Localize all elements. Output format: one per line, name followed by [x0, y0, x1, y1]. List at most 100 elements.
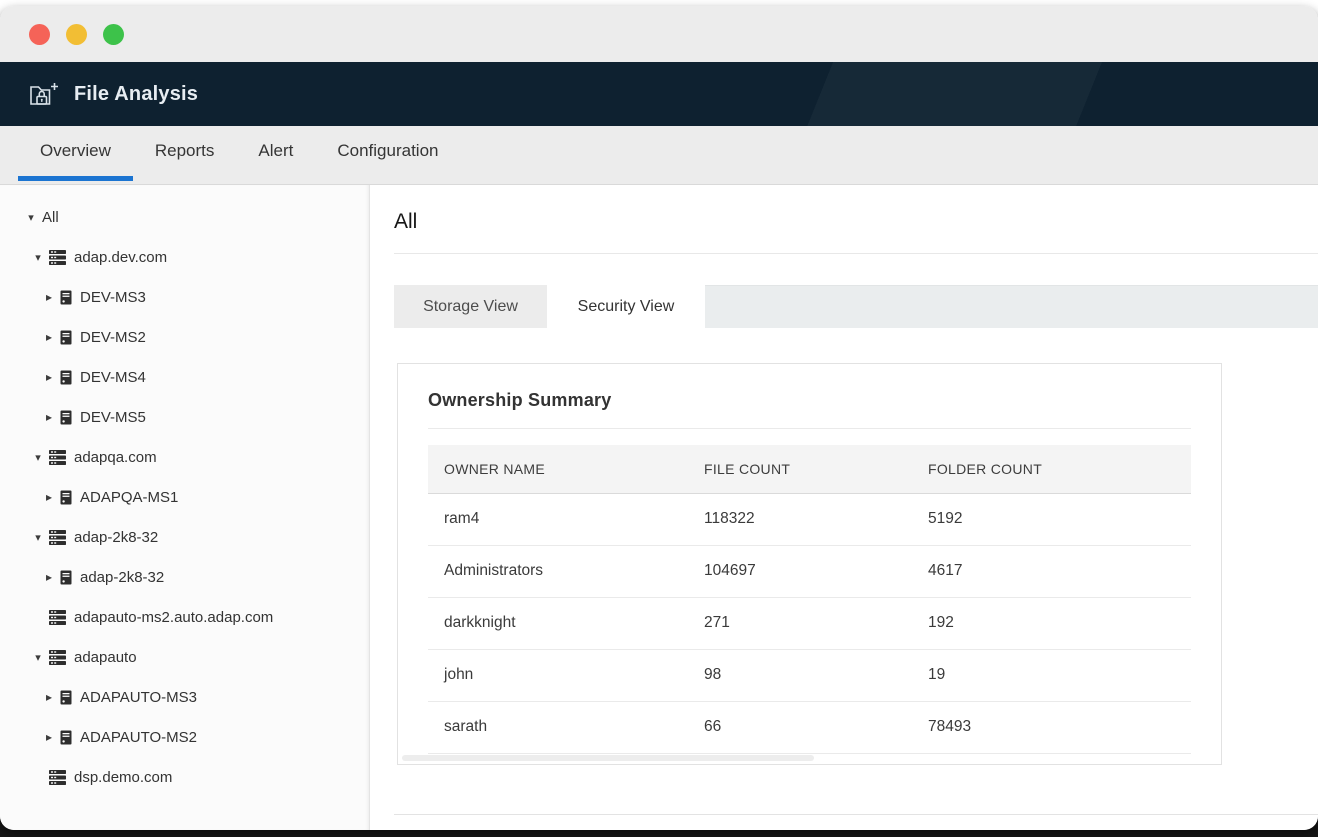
tree-item[interactable]: DEV-MS5	[0, 397, 369, 437]
nav-tab-label: Alert	[258, 141, 294, 160]
caret-icon[interactable]	[42, 570, 56, 584]
nav-tab[interactable]: Alert	[236, 126, 315, 181]
minimize[interactable]	[66, 23, 87, 45]
tree-item[interactable]: DEV-MS3	[0, 277, 369, 317]
caret-icon[interactable]	[42, 490, 56, 504]
tree-item[interactable]: All	[0, 197, 369, 237]
main-nav: Overview Reports Alert Configuration	[0, 126, 1318, 185]
nav-tab[interactable]: Configuration	[315, 126, 460, 181]
tree-item-label: adap-2k8-32	[74, 528, 159, 546]
cell-folder-count: 4617	[928, 562, 963, 579]
table-row: john 98 19	[428, 649, 1191, 701]
node-icon	[60, 370, 72, 385]
card-divider	[428, 428, 1191, 429]
tree-item[interactable]: DEV-MS2	[0, 317, 369, 357]
view-tab[interactable]: Security View	[547, 285, 705, 328]
cell-file-count: 118322	[704, 510, 755, 527]
cell-owner-name: darkknight	[444, 614, 516, 631]
horizontal-scrollbar-thumb[interactable]	[402, 755, 814, 761]
tree-item-label: adapauto	[74, 648, 137, 666]
nav-tab[interactable]: Reports	[133, 126, 237, 181]
table-row: Administrators 104697 4617	[428, 545, 1191, 597]
server-icon	[60, 370, 72, 384]
traffic-lights	[29, 23, 124, 45]
tree-item[interactable]: DEV-MS4	[0, 357, 369, 397]
page-title: All	[394, 210, 418, 233]
node-icon	[49, 769, 66, 785]
node-icon	[49, 609, 66, 625]
zoom[interactable]	[103, 23, 124, 45]
nav-tab[interactable]: Overview	[18, 126, 133, 181]
caret-icon[interactable]	[24, 211, 38, 224]
view-tab[interactable]: Storage View	[394, 285, 547, 328]
nav-tab-label: Reports	[154, 141, 215, 160]
cell-file-count: 98	[704, 666, 722, 683]
caret-icon[interactable]	[42, 410, 56, 424]
node-icon	[60, 570, 72, 585]
node-icon	[49, 649, 66, 665]
tree-item-label: dsp.demo.com	[74, 768, 173, 786]
tree-item[interactable]: adap-2k8-32	[0, 557, 369, 597]
caret-icon[interactable]	[42, 690, 56, 704]
main-content: All Storage View Security View	[370, 185, 1318, 830]
node-icon	[49, 249, 66, 265]
tree-item-label: DEV-MS4	[80, 368, 146, 386]
tree-item-label: ADAPAUTO-MS2	[80, 728, 197, 746]
cell-owner-name: Administrators	[444, 562, 544, 579]
tree-item[interactable]: adap.dev.com	[0, 237, 369, 277]
tree-item[interactable]: adap-2k8-32	[0, 517, 369, 557]
close[interactable]	[29, 23, 50, 45]
tree-item-label: adap-2k8-32	[80, 568, 165, 586]
body-row: All	[0, 185, 1318, 830]
node-icon	[60, 490, 72, 505]
cell-owner-name: sarath	[444, 718, 488, 735]
view-tabs-holder: Storage View Security View	[394, 285, 705, 328]
view-tabs: Storage View Security View	[394, 285, 1318, 328]
node-icon	[60, 410, 72, 425]
column-header-files: FILE COUNT	[704, 460, 791, 477]
app-window: File Analysis Overview Reports Alert Con…	[0, 6, 1318, 830]
domain-stack-icon	[49, 769, 66, 785]
table-header-row: OWNER NAME FILE COUNT FOLDER COUNT	[428, 445, 1191, 493]
ownership-summary-card: Ownership Summary OWNER NAME FILE COUNT …	[397, 363, 1222, 765]
caret-icon[interactable]	[31, 251, 45, 264]
tree-item-label: DEV-MS3	[80, 288, 146, 306]
server-icon	[60, 410, 72, 424]
column-header-folders: FOLDER COUNT	[928, 460, 1043, 477]
node-icon	[49, 529, 66, 545]
tree-item-label: DEV-MS2	[80, 328, 146, 346]
node-icon	[60, 730, 72, 745]
heading-divider	[394, 253, 1318, 254]
caret-icon[interactable]	[42, 730, 56, 744]
tree-item[interactable]: ADAPAUTO-MS3	[0, 677, 369, 717]
server-icon	[60, 570, 72, 584]
app-title: File Analysis	[74, 82, 199, 105]
tree-item[interactable]: ADAPAUTO-MS2	[0, 717, 369, 757]
tree-item[interactable]: adapauto-ms2.auto.adap.com	[0, 597, 369, 637]
cell-folder-count: 192	[928, 614, 954, 631]
view-tabs-filler	[705, 285, 1318, 328]
domain-stack-icon	[49, 609, 66, 625]
tree-item[interactable]: adapqa.com	[0, 437, 369, 477]
cell-folder-count: 19	[928, 666, 946, 683]
cell-folder-count: 78493	[928, 718, 972, 735]
view-tab-label: Storage View	[423, 297, 518, 315]
security-view-panel: Ownership Summary OWNER NAME FILE COUNT …	[394, 363, 1318, 815]
tree-item[interactable]: adapauto	[0, 637, 369, 677]
tree-item[interactable]: ADAPQA-MS1	[0, 477, 369, 517]
nav-tab-label: Configuration	[337, 141, 439, 160]
tree-item-label: adapqa.com	[74, 448, 157, 466]
table-row: sarath 66 78493	[428, 701, 1191, 753]
caret-icon[interactable]	[42, 290, 56, 304]
caret-icon[interactable]	[31, 451, 45, 464]
caret-icon[interactable]	[42, 370, 56, 384]
caret-icon[interactable]	[31, 651, 45, 664]
caret-icon[interactable]	[42, 330, 56, 344]
server-icon	[60, 490, 72, 504]
nav-tab-label: Overview	[40, 141, 111, 160]
folder-add-lock-icon	[28, 79, 60, 109]
caret-icon[interactable]	[31, 531, 45, 544]
node-icon	[60, 330, 72, 345]
tree-item[interactable]: dsp.demo.com	[0, 757, 369, 797]
server-icon	[60, 290, 72, 304]
